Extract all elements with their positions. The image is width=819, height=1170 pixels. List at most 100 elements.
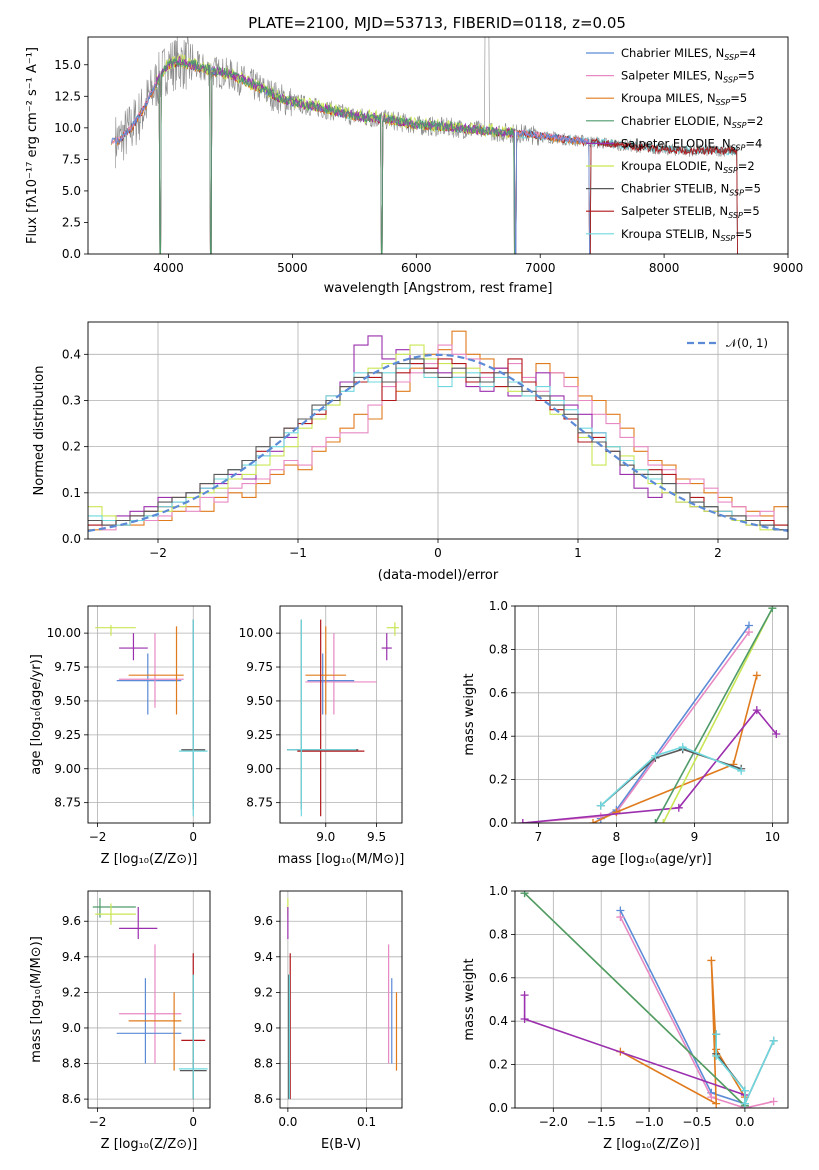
legend-entry: Kroupa STELIB, NSSP=5	[621, 227, 752, 243]
y-tick-label: 0.6	[489, 971, 508, 985]
legend-subscript: SSP	[731, 143, 746, 152]
axes-frame	[87, 321, 789, 540]
y-tick-label: 0.4	[489, 729, 508, 743]
y-tick-label: 0.8	[489, 642, 508, 656]
histogram-step	[88, 358, 788, 531]
x-tick-label: 0.1	[357, 1115, 376, 1129]
plus-marker	[651, 751, 660, 760]
plus-marker	[745, 628, 753, 637]
plus-marker	[768, 606, 777, 613]
y-tick-label: 12.5	[54, 89, 81, 103]
y-tick-label: 0.4	[62, 347, 81, 361]
x-tick-label: 2	[714, 546, 722, 560]
axes-frame	[514, 890, 789, 1109]
axes-frame	[279, 890, 403, 1109]
errorbar-point	[287, 619, 357, 817]
x-tick-label: 0	[189, 1115, 197, 1129]
x-tick-label: 7	[535, 830, 543, 844]
legend-value: =5	[735, 227, 752, 241]
mass-weight-line	[523, 995, 746, 1096]
errorbar-point	[305, 633, 377, 715]
legend-value: =4	[739, 46, 756, 60]
normal-curve	[88, 353, 788, 532]
x-tick-label: 7000	[525, 261, 556, 275]
plus-marker	[712, 1030, 721, 1039]
plus-marker	[678, 743, 687, 752]
y-axis-label: Flux [fλ10⁻¹⁷ erg cm⁻² s⁻¹ A⁻¹]	[25, 47, 40, 244]
mass-weight-vs-metallicity-panel: −2.0 −1.5 −1.0 −0.5 0.0 0.0 0.2 0.4 0.6 0.8 1.0 Z […	[462, 884, 789, 1152]
errorbar-point	[305, 626, 347, 715]
plus-marker	[737, 766, 746, 775]
errorbar-point	[116, 653, 182, 715]
x-axis-label: Z [log₁₀(Z/Z⊙)]	[603, 1137, 700, 1152]
x-tick-label: −2	[149, 546, 167, 560]
plus-marker	[712, 1051, 721, 1060]
residuals-panel: −2 −1 0 1 2 0.0 0.1 0.2 0.3 0.4 (data-model)/error…	[32, 321, 789, 583]
plus-marker	[589, 819, 597, 823]
legend-entry: Chabrier ELODIE, NSSP=2	[621, 114, 763, 130]
y-axis-label: mass [log₁₀(M/M⊙)]	[29, 936, 44, 1063]
y-tick-label: 8.75	[246, 796, 273, 810]
errorbar-point	[95, 624, 136, 636]
errorbar-point	[381, 633, 392, 661]
axes-frame	[514, 605, 789, 824]
y-tick-label: 0.0	[62, 532, 81, 546]
legend-entry: Salpeter STELIB, NSSP=5	[621, 204, 760, 220]
legend-entry: Salpeter ELODIE, NSSP=4	[621, 136, 762, 152]
y-tick-label: 1.0	[489, 884, 508, 898]
y-tick-label: 9.50	[246, 694, 273, 708]
mass-weight-line	[524, 892, 746, 1107]
mass-vs-extinction-panel: 0.0 0.1 8.6 8.8 9.0 9.2 9.4 9.6 E(B-V)	[254, 890, 403, 1152]
errorbar-point	[119, 633, 148, 661]
legend-subscript: SSP	[723, 76, 738, 85]
errorbar-point	[128, 992, 182, 1071]
legend-entry: Kroupa ELODIE, NSSP=2	[621, 159, 755, 175]
x-tick-label: 9.0	[316, 830, 335, 844]
y-tick-label: 9.6	[254, 914, 273, 928]
y-tick-label: 1.0	[489, 599, 508, 613]
x-tick-label: −1.0	[635, 1115, 664, 1129]
y-tick-label: 9.6	[62, 914, 81, 928]
plus-marker	[674, 803, 683, 812]
y-tick-label: 10.00	[47, 626, 81, 640]
y-tick-label: 9.25	[246, 728, 273, 742]
y-axis-label: mass weight	[462, 958, 477, 1040]
x-tick-label: −2	[89, 1115, 107, 1129]
errorbar-point	[92, 898, 136, 918]
axes-frame	[87, 890, 211, 1109]
y-tick-label: 2.5	[62, 215, 81, 229]
axes-frame	[87, 36, 789, 255]
mass-weight-line	[620, 960, 746, 1106]
legend-text: Chabrier STELIB, N	[621, 182, 729, 196]
spectrum-panel: 4000 5000 6000 7000 8000 9000 0.0 2.5 5.0 7.5 10.0…	[25, 36, 803, 296]
plus-marker	[740, 1086, 749, 1095]
y-tick-label: 8.8	[62, 1057, 81, 1071]
legend-text: Kroupa STELIB, N	[621, 227, 721, 241]
plus-marker	[752, 706, 761, 715]
x-axis-label: wavelength [Angstrom, rest frame]	[324, 281, 553, 296]
legend-value: =5	[730, 91, 747, 105]
x-tick-label: 0	[434, 546, 442, 560]
y-tick-label: 0.2	[489, 773, 508, 787]
plus-marker	[772, 730, 781, 739]
x-tick-label: 8000	[649, 261, 680, 275]
legend-value: =2	[738, 159, 755, 173]
y-tick-label: 9.0	[62, 1021, 81, 1035]
x-tick-label: −2.0	[539, 1115, 568, 1129]
histogram-step	[88, 344, 788, 531]
x-tick-label: 5000	[277, 261, 308, 275]
errorbar-point	[119, 907, 158, 940]
legend-subscript: SSP	[728, 211, 743, 220]
age-vs-mass-panel: 9.0 9.5 8.75 9.00 9.25 9.50 9.75 10.00 mass [log…	[239, 605, 404, 867]
mass-vs-metallicity-panel: −2 0 8.6 8.8 9.0 9.2 9.4 9.6 Z [log₁₀(Z/Z⊙)] mass…	[29, 890, 211, 1152]
model-spectrum-line	[155, 58, 516, 254]
plus-marker	[596, 801, 605, 810]
y-tick-label: 0.2	[62, 440, 81, 454]
legend-value: =5	[744, 182, 761, 196]
x-tick-label: −1	[289, 546, 307, 560]
x-tick-label: 8	[613, 830, 621, 844]
errorbar-point	[307, 653, 355, 715]
y-tick-label: 5.0	[62, 184, 81, 198]
plus-marker	[769, 1097, 778, 1106]
mass-weight-line	[600, 746, 742, 807]
